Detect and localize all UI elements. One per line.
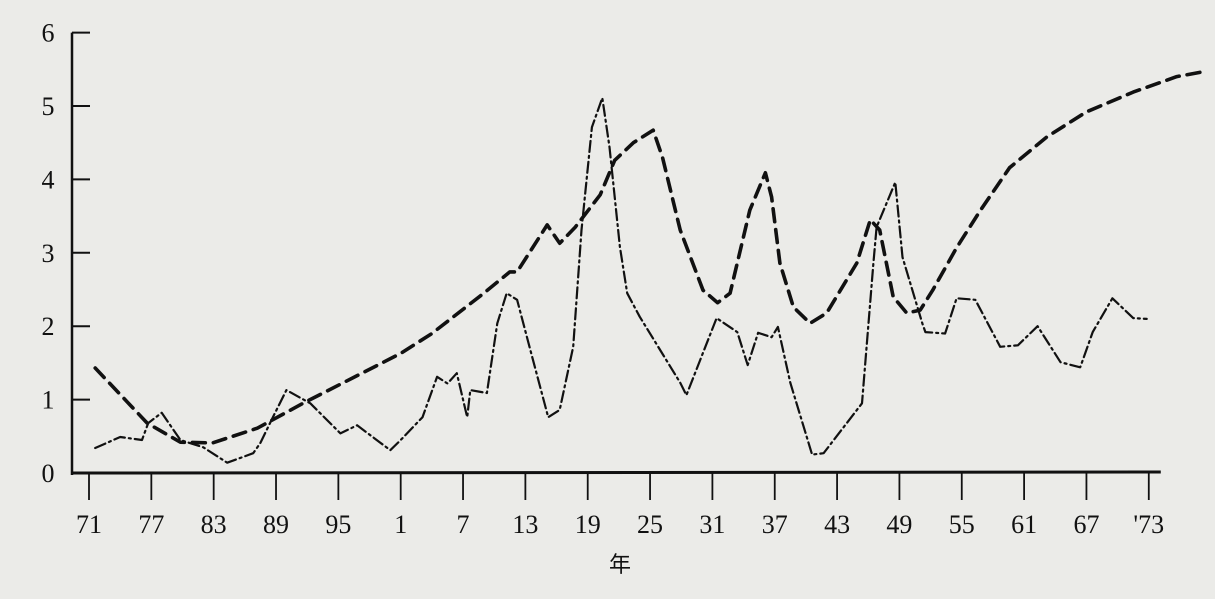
series-line-1 [93, 70, 1203, 445]
x-tick-label: 31 [699, 510, 725, 539]
x-tick-label: 83 [201, 510, 227, 539]
x-axis-label: 年 [609, 553, 631, 578]
x-tick-label: 71 [76, 510, 102, 539]
axes: 0 1 2 3 4 5 6 71 77 83 89 95 1 7 13 19 25 31 37 43 49 55 61 67 '… [42, 19, 1165, 539]
x-tick-label: 89 [263, 510, 289, 539]
x-tick-label: 25 [637, 510, 663, 539]
x-tick-label: 55 [949, 510, 975, 539]
y-tick-label: 5 [42, 92, 55, 121]
x-tick-label: 13 [512, 510, 538, 539]
x-tick-label: 7 [457, 510, 470, 539]
x-tick-label: 1 [394, 510, 407, 539]
x-tick-label: 67 [1073, 510, 1099, 539]
y-tick-label: 2 [42, 312, 55, 341]
x-tick-label: 43 [824, 510, 850, 539]
y-tick-label: 0 [42, 459, 55, 488]
x-tick-label: 77 [138, 510, 164, 539]
x-tick-label: 49 [886, 510, 912, 539]
y-tick-label: 1 [42, 386, 55, 415]
x-tick-label: 95 [325, 510, 351, 539]
x-tick-label: 37 [762, 510, 788, 539]
y-tick-label: 4 [42, 165, 55, 194]
series-group [93, 70, 1203, 464]
x-axis-line [71, 470, 1161, 475]
x-tick-label: 19 [575, 510, 601, 539]
x-tick-label: '73 [1133, 510, 1164, 539]
y-tick-label: 6 [42, 19, 55, 48]
series-line-2 [94, 96, 1148, 464]
y-tick-label: 3 [42, 239, 55, 268]
x-tick-label: 61 [1011, 510, 1037, 539]
